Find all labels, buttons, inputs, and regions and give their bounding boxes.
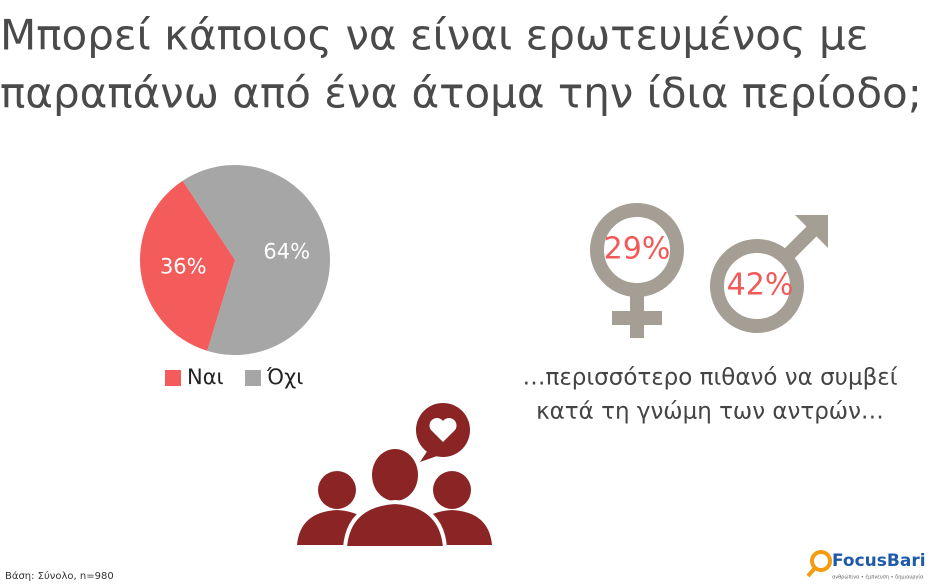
legend-swatch — [245, 370, 261, 386]
footnote: Βάση: Σύνολο, n=980 — [5, 570, 114, 582]
caption-line: …περισσότερο πιθανό να συμβεί — [523, 365, 898, 391]
legend-swatch — [165, 370, 181, 386]
pie-slice — [140, 180, 235, 351]
logo: FocusBari ανθρώπινα • έμπνευση • δημιουρ… — [806, 550, 926, 581]
title-line: παραπάνω από ένα άτομα την ίδια περίοδο; — [0, 69, 922, 118]
pie-slice — [182, 165, 330, 355]
logo-tagline: ανθρώπινα • έμπνευση • δημιουργία — [832, 574, 924, 581]
logo-name: FocusBari — [832, 551, 926, 571]
slice-label: 64% — [263, 240, 310, 264]
male-icon — [710, 215, 828, 333]
legend-label: Όχι — [266, 365, 303, 389]
female-icon — [590, 203, 684, 338]
slice-label: 36% — [160, 254, 207, 278]
male-share: 42% — [727, 268, 794, 303]
caption-line: κατά τη γνώμη των αντρών… — [536, 399, 884, 425]
title-line: Μπορεί κάποιος να είναι ερωτευμένος με — [0, 11, 868, 60]
pie-chart: 36% Ναι 64% Όχι — [140, 165, 330, 389]
female-share: 29% — [604, 232, 671, 267]
legend-label: Ναι — [187, 365, 224, 389]
people-icon — [297, 403, 492, 550]
